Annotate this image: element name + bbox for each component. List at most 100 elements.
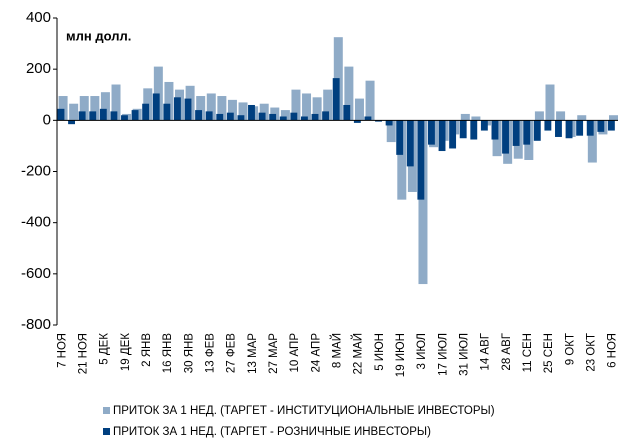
x-tick-label: 14 АВГ — [480, 332, 492, 370]
bar — [577, 115, 587, 121]
bar — [100, 92, 110, 121]
bar — [344, 66, 354, 121]
bar — [597, 120, 605, 132]
x-tick-label: 19 ДЕК — [120, 333, 132, 371]
x-tick-label: 27 МАР — [268, 333, 280, 374]
x-tick-label: 13 ФЕВ — [205, 333, 217, 373]
bar — [609, 115, 618, 121]
x-tick-label: 9 ОКТ — [564, 333, 576, 365]
bar — [502, 120, 509, 154]
bar — [533, 120, 541, 141]
x-tick-label: 7 НОЯ — [56, 333, 68, 368]
bar — [428, 120, 435, 145]
bar — [248, 104, 255, 121]
bar — [386, 120, 396, 143]
bar — [142, 103, 150, 121]
bar — [417, 120, 425, 200]
x-tick-label: 2 ЯНВ — [141, 333, 153, 367]
x-tick-label: 27 ФЕВ — [226, 333, 238, 373]
bar — [195, 110, 203, 121]
bar — [545, 84, 555, 121]
x-tick-label: 28 АВГ — [501, 332, 513, 370]
bar — [512, 120, 520, 146]
bar — [291, 89, 301, 121]
bar — [364, 116, 372, 121]
bar — [68, 120, 75, 125]
bar — [449, 120, 457, 149]
bar — [491, 120, 499, 140]
x-tick-label: 3 ИЮЛ — [416, 333, 428, 370]
bar — [290, 112, 298, 121]
x-tick-label: 10 АПР — [289, 333, 301, 373]
bar — [300, 116, 308, 121]
bar — [269, 113, 277, 121]
bar — [587, 120, 597, 163]
bar — [586, 120, 594, 136]
bar — [556, 111, 566, 121]
bar — [353, 120, 361, 123]
bar — [164, 81, 174, 121]
bar — [79, 96, 89, 121]
bar — [396, 120, 404, 155]
bar — [259, 103, 269, 121]
y-tick-label: -400 — [21, 214, 51, 231]
bar — [343, 104, 351, 121]
bar — [217, 96, 227, 121]
bar — [576, 120, 584, 136]
x-tick-label: 21 НОЯ — [77, 333, 89, 374]
bar — [565, 120, 573, 139]
bar — [121, 115, 128, 121]
bar — [206, 93, 216, 121]
bar — [238, 102, 248, 121]
x-tick-label: 19 ИЮН — [395, 333, 407, 377]
x-tick-label: 11 СЕН — [522, 333, 534, 372]
legend-swatch — [103, 407, 110, 414]
bar — [312, 97, 322, 121]
bar — [152, 93, 160, 121]
y-tick-label: -200 — [21, 162, 51, 179]
bar — [322, 111, 330, 121]
bar — [196, 96, 206, 121]
bar — [365, 80, 375, 121]
bar — [237, 115, 245, 121]
bar — [227, 99, 237, 121]
bar — [78, 111, 86, 121]
bar — [302, 93, 312, 121]
bar — [323, 89, 333, 121]
bar — [332, 78, 340, 121]
bar — [153, 66, 163, 121]
bar — [57, 108, 65, 121]
bar — [111, 84, 121, 121]
bar — [523, 120, 531, 145]
x-tick-label: 30 ЯНВ — [183, 333, 195, 374]
bar — [280, 110, 290, 121]
bar — [607, 120, 615, 131]
bar — [131, 110, 139, 121]
x-tick-label: 13 МАР — [247, 333, 259, 374]
y-tick-label: 200 — [26, 60, 51, 77]
bar — [163, 103, 171, 121]
bar — [406, 120, 414, 167]
bar — [90, 96, 100, 121]
bar — [99, 108, 107, 121]
legend-label: ПРИТОК ЗА 1 НЕД. (ТАРГЕТ - ИНСТИТУЦИОНАЛ… — [113, 405, 495, 417]
legend-label: ПРИТОК ЗА 1 НЕД. (ТАРГЕТ - РОЗНИЧНЫЕ ИНВ… — [113, 426, 431, 438]
bar — [216, 113, 224, 121]
bar — [385, 120, 393, 126]
bar — [226, 112, 234, 121]
legend-swatch — [103, 428, 110, 435]
bar — [544, 120, 552, 131]
x-tick-label: 5 ИЮН — [374, 333, 386, 371]
x-tick-label: 6 НОЯ — [607, 333, 619, 368]
bar — [397, 120, 407, 200]
x-tick-label: 8 МАЙ — [331, 333, 344, 368]
bar — [471, 116, 481, 121]
bar — [480, 120, 488, 131]
bar — [555, 120, 562, 137]
bar — [279, 116, 287, 121]
y-tick-label: -600 — [21, 265, 51, 282]
x-tick-label: 25 СЕН — [543, 333, 555, 373]
y-tick-label: 0 — [43, 111, 51, 128]
bar — [375, 120, 382, 122]
